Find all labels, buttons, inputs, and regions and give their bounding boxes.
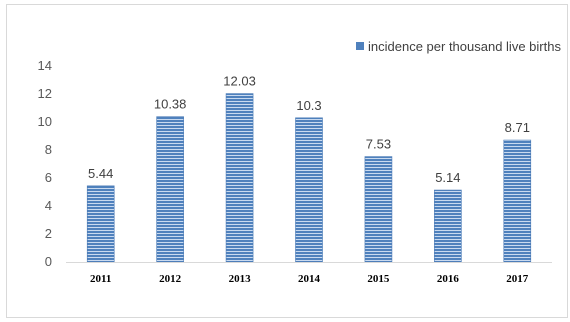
bar-2016 [434,189,462,263]
legend: incidence per thousand live births [356,39,561,54]
data-labels: 5.44 10.38 12.03 10.3 7.53 5.14 8.71 [88,74,530,185]
x-axis: 2011 2012 2013 2014 2015 2016 2017 [66,262,552,285]
legend-label: incidence per thousand live births [368,39,561,54]
y-tick-label: 8 [45,142,52,157]
x-tick-label-2012: 2012 [159,273,182,285]
x-tick-label-2016: 2016 [437,273,460,285]
bar-2014 [295,117,323,263]
x-tick-label-2017: 2017 [506,273,529,285]
bars [86,93,532,263]
bar-2013 [225,93,254,263]
data-label-2013: 12.03 [223,74,256,89]
x-tick-label-2014: 2014 [298,273,321,285]
x-tick-label-2013: 2013 [229,273,252,285]
data-label-2011: 5.44 [88,166,113,181]
y-tick-label: 10 [38,114,52,129]
y-tick-label: 2 [45,226,52,241]
bar-2011 [86,185,115,263]
bar-2015 [364,156,393,263]
x-tick-label-2011: 2011 [90,273,111,285]
data-label-2012: 10.38 [154,97,187,112]
y-tick-label: 0 [45,254,52,269]
y-tick-label: 6 [45,170,52,185]
bar-2012 [156,116,184,263]
y-tick-label: 12 [38,86,52,101]
x-tick-label-2015: 2015 [367,273,390,285]
legend-swatch [356,42,364,50]
y-tick-label: 14 [38,58,52,73]
data-label-2015: 7.53 [366,137,391,152]
chart-frame [6,4,568,318]
data-label-2017: 8.71 [505,120,530,135]
y-axis: 0 2 4 6 8 10 12 14 [38,58,52,269]
data-label-2014: 10.3 [296,98,321,113]
data-label-2016: 5.14 [435,170,460,185]
bar-2017 [503,139,532,263]
y-tick-label: 4 [45,198,52,213]
